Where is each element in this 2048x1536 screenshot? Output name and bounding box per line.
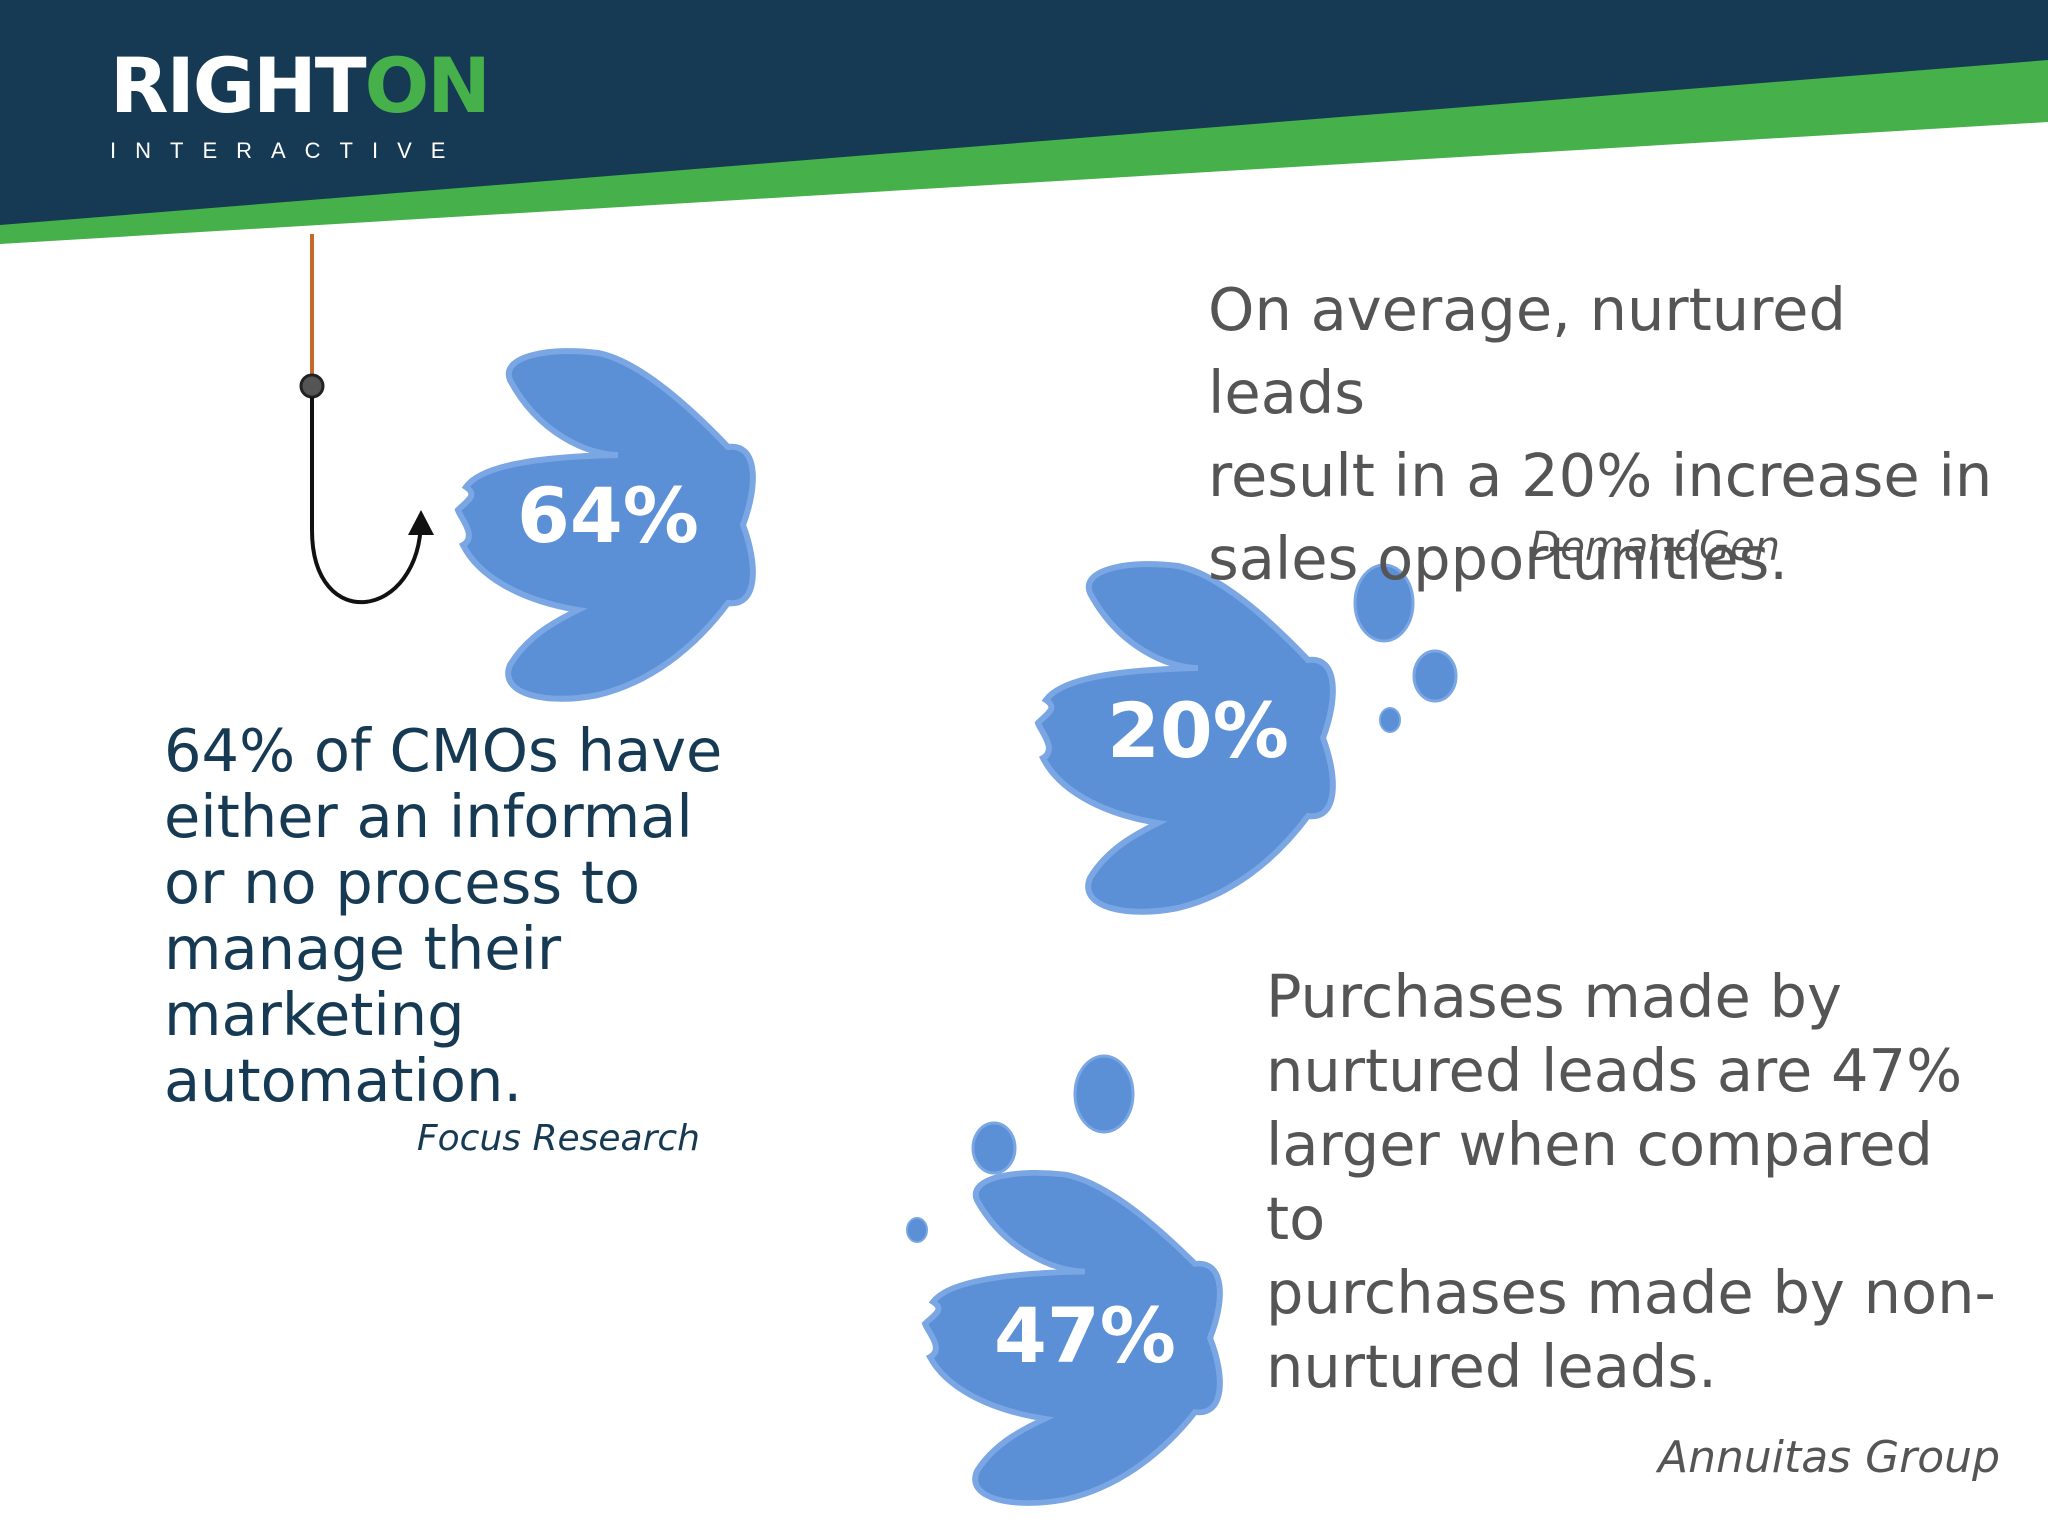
bubble: [1379, 707, 1401, 733]
fish-hook-icon: [299, 234, 434, 604]
stat3-line: nurtured leads are 47%: [1266, 1036, 1963, 1105]
header-navy-band: [0, 0, 2048, 225]
stat1-line: or no process to: [164, 848, 641, 917]
logo-right-text: RIGHT: [110, 41, 367, 130]
stat1-line: either an informal: [164, 782, 693, 851]
bubble: [1412, 649, 1458, 703]
logo-on-text: ON: [364, 41, 491, 130]
bubbles-group-2: [1353, 563, 1458, 733]
bubble: [971, 1121, 1017, 1175]
stat-description-1: 64% of CMOs have either an informal or n…: [164, 718, 724, 1114]
logo-tagline: INTERACTIVE: [110, 138, 465, 163]
stat-value-47: 47%: [994, 1291, 1176, 1380]
bubbles-group-3: [906, 1054, 1135, 1243]
stat1-line: 64% of CMOs have: [164, 716, 723, 785]
stat3-line: purchases made by non-: [1266, 1258, 1996, 1327]
brand-logo: RIGHTON INTERACTIVE: [110, 48, 491, 164]
stat-description-2: On average, nurtured leads result in a 2…: [1208, 268, 2008, 600]
stat2-line: result in a 20% increase in: [1208, 441, 1993, 510]
stat3-line: Purchases made by: [1266, 962, 1842, 1031]
stat1-line: marketing: [164, 980, 465, 1049]
stat1-line: manage their: [164, 914, 562, 983]
stat2-line: sales opportunities.: [1208, 524, 1789, 593]
logo-wordmark: RIGHTON: [110, 48, 491, 124]
bubble: [906, 1217, 928, 1243]
stat-value-64: 64%: [517, 471, 699, 560]
stat2-line: On average, nurtured leads: [1208, 275, 1846, 427]
stat-source-2: DemandGen: [1529, 524, 1780, 570]
stat3-line: larger when compared to: [1266, 1110, 1933, 1253]
stat1-line: automation.: [164, 1046, 523, 1115]
stat-source-3: Annuitas Group: [1657, 1432, 2000, 1483]
stat-source-1: Focus Research: [416, 1118, 700, 1159]
bubble: [1353, 563, 1415, 643]
stat3-line: nurtured leads.: [1266, 1332, 1717, 1401]
stat-value-20: 20%: [1107, 686, 1289, 775]
stat-description-3: Purchases made by nurtured leads are 47%…: [1266, 960, 2006, 1404]
bubble: [1073, 1054, 1135, 1134]
